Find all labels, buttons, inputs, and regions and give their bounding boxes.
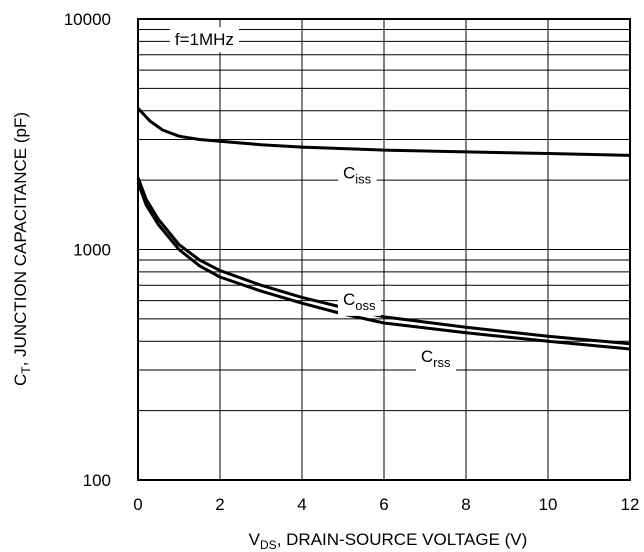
- series-line-iss: [136, 107, 631, 157]
- annotation-background: [338, 160, 377, 190]
- annotation-background: [338, 286, 382, 316]
- series-line-rss: [136, 182, 631, 351]
- annotation-background: [169, 27, 239, 53]
- y-tick-labels: 100 1000 10000: [64, 10, 111, 490]
- grid: [138, 19, 630, 480]
- annotation-text: Coss: [343, 290, 376, 313]
- annotation-background: [415, 344, 457, 374]
- x-axis-label: VDS, DRAIN-SOURCE VOLTAGE (V): [249, 530, 528, 552]
- x-tick-label: 8: [461, 495, 470, 514]
- x-tick-label: 4: [297, 495, 306, 514]
- annotation-iss: Ciss: [338, 160, 377, 190]
- y-tick-label: 10000: [64, 10, 111, 29]
- series-group: [136, 107, 631, 351]
- x-tick-label: 2: [215, 495, 224, 514]
- y-tick-label: 100: [83, 471, 111, 490]
- y-tick-label: 1000: [73, 241, 111, 260]
- annotation-text: f=1MHz: [175, 30, 234, 49]
- annotation-text: Crss: [421, 347, 451, 370]
- x-tick-label: 0: [133, 495, 142, 514]
- series-line-oss: [136, 177, 631, 346]
- annotation-oss: Coss: [338, 286, 382, 316]
- y-axis-label: CT, JUNCTION CAPACITANCE (pF): [11, 112, 33, 386]
- x-tick-labels: 0 2 4 6 8 10 12: [133, 495, 639, 514]
- x-tick-label: 10: [539, 495, 558, 514]
- plot-frame: [137, 18, 631, 481]
- x-tick-label: 6: [379, 495, 388, 514]
- annotation-rss: Crss: [415, 344, 457, 374]
- annotations: f=1MHz Ciss Coss Crss: [169, 27, 457, 374]
- x-tick-label: 12: [621, 495, 640, 514]
- annotation-text: Ciss: [343, 164, 372, 187]
- annotation-freq: f=1MHz: [169, 27, 239, 53]
